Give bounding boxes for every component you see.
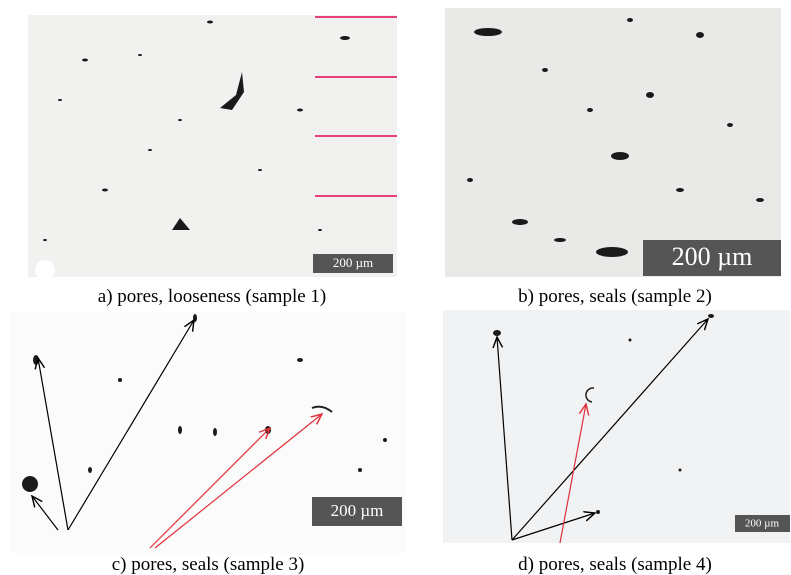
- panel-d: 200 µm d) pores, seals (sample 4): [443, 310, 790, 575]
- caption: a) pores, looseness (sample 1): [98, 286, 326, 307]
- micrograph: [28, 15, 397, 277]
- scale-bar-label: 200 µm: [331, 501, 384, 520]
- caption: c) pores, seals (sample 3): [112, 554, 305, 575]
- scale-bar-label: 200 µm: [745, 518, 780, 530]
- corner-mark: [35, 260, 55, 280]
- caption: b) pores, seals (sample 2): [518, 286, 712, 307]
- scale-bar-label: 200 µm: [672, 242, 753, 271]
- scale-bar-label: 200 µm: [333, 255, 373, 270]
- micrograph: [445, 8, 781, 277]
- panel-a: 200 µm a) pores, looseness (sample 1): [28, 15, 397, 307]
- figure: 200 µm a) pores, looseness (sample 1) 20…: [0, 0, 791, 575]
- panel-c: 200 µm c) pores, seals (sample 3): [10, 312, 405, 575]
- micrograph: [443, 310, 790, 543]
- panel-b: 200 µm b) pores, seals (sample 2): [445, 8, 781, 307]
- caption: d) pores, seals (sample 4): [518, 554, 712, 575]
